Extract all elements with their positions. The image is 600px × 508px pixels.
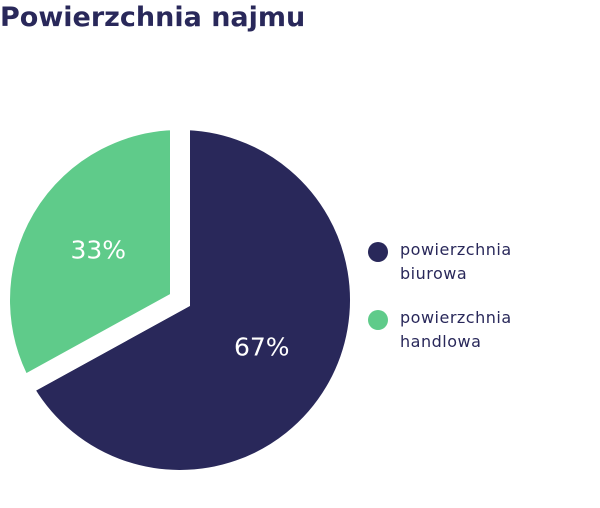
pie-slice <box>8 109 370 490</box>
legend-swatch <box>368 310 388 330</box>
legend: powierzchnia biurowa powierzchnia handlow… <box>368 238 568 374</box>
pie-slice <box>0 109 190 401</box>
legend-swatch <box>368 242 388 262</box>
value-label: 33% <box>70 236 126 265</box>
legend-item: powierzchnia handlowa <box>368 306 568 354</box>
legend-label: powierzchnia biurowa <box>400 240 512 283</box>
value-label: 67% <box>234 332 290 361</box>
legend-item: powierzchnia biurowa <box>368 238 568 286</box>
legend-label: powierzchnia handlowa <box>400 308 512 351</box>
chart-title: Powierzchnia najmu <box>0 2 306 33</box>
